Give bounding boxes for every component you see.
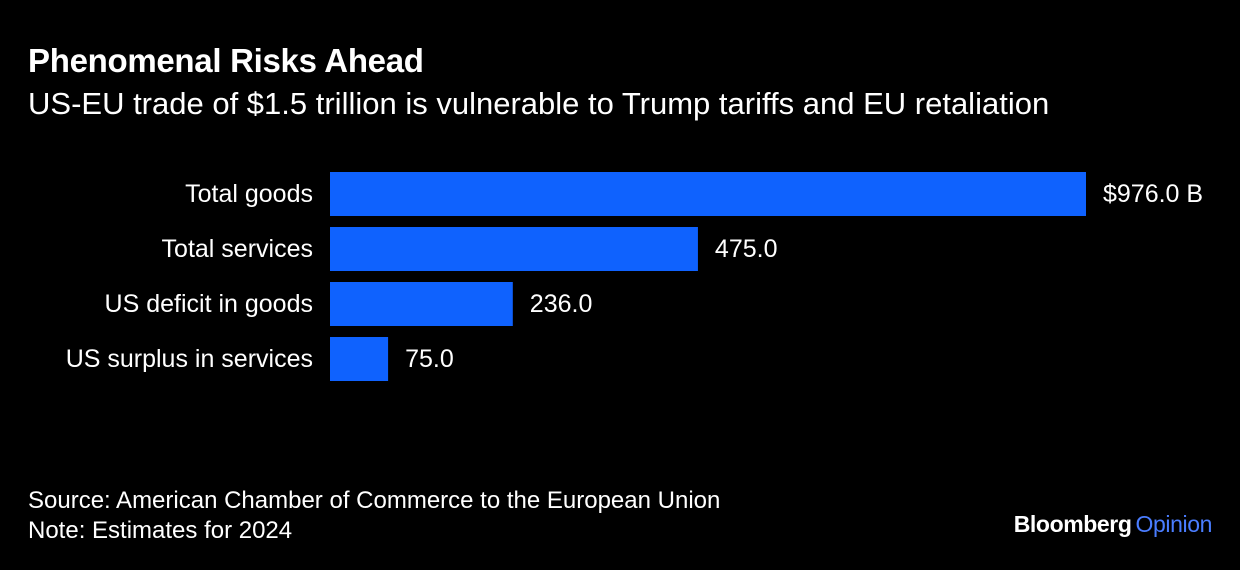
chart-subtitle: US-EU trade of $1.5 trillion is vulnerab… bbox=[28, 86, 1050, 121]
bar-chart: Total goods $976.0 B Total services 475.0 US… bbox=[66, 172, 1203, 381]
bloomberg-opinion-logo: Bloomberg Opinion bbox=[1013, 511, 1213, 538]
chart-footer: Source: American Chamber of Commerce to … bbox=[28, 486, 720, 546]
chart-title: Phenomenal Risks Ahead bbox=[28, 42, 424, 79]
category-label: Total goods bbox=[185, 180, 313, 208]
value-label: 475.0 bbox=[715, 235, 778, 263]
category-label: US surplus in services bbox=[66, 345, 313, 373]
value-label: 236.0 bbox=[530, 290, 593, 318]
value-label: $976.0 B bbox=[1103, 180, 1203, 208]
bar bbox=[330, 227, 698, 271]
category-label: Total services bbox=[162, 235, 313, 263]
bar bbox=[330, 337, 389, 381]
estimate-note: Note: Estimates for 2024 bbox=[28, 517, 293, 544]
bar bbox=[330, 172, 1086, 216]
value-label: 75.0 bbox=[405, 345, 454, 373]
category-label: US deficit in goods bbox=[105, 290, 313, 318]
logo-section: Opinion bbox=[1135, 511, 1213, 537]
logo-brand: Bloomberg bbox=[1013, 511, 1132, 537]
source-note: Source: American Chamber of Commerce to … bbox=[28, 487, 721, 514]
bar bbox=[330, 282, 513, 326]
